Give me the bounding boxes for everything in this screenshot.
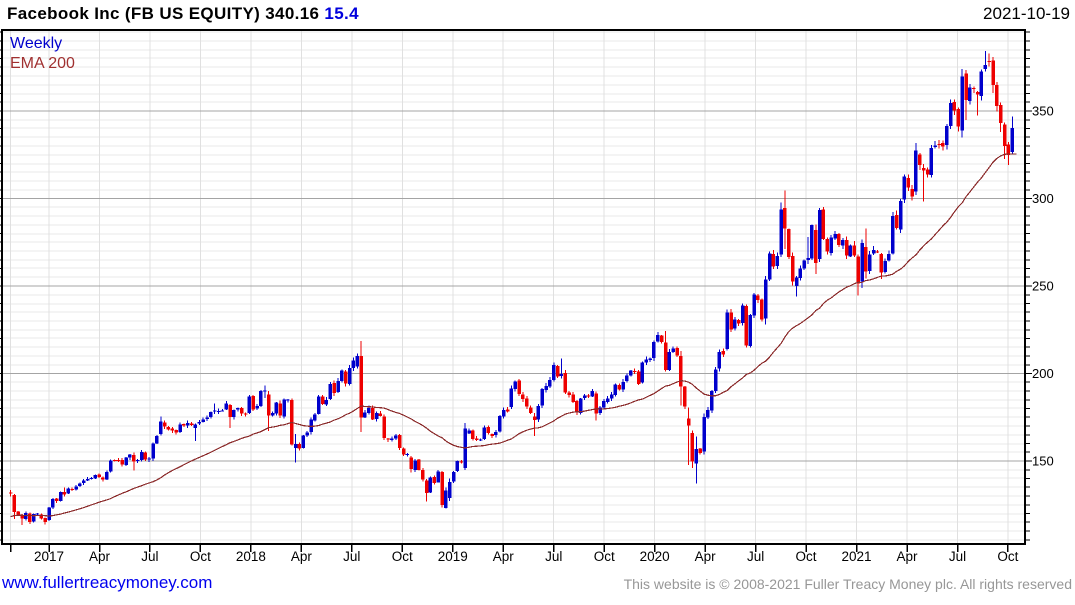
svg-text:www.fullertreacymoney.com: www.fullertreacymoney.com [1,573,212,592]
svg-text:This website is © 2008-2021 Fu: This website is © 2008-2021 Fuller Treac… [624,576,1072,592]
svg-text:Apr: Apr [89,549,111,564]
svg-text:350: 350 [1032,104,1054,119]
svg-text:2019: 2019 [438,549,468,564]
svg-text:Jul: Jul [343,549,360,564]
svg-text:200: 200 [1032,366,1054,381]
svg-text:EMA 200: EMA 200 [10,55,75,72]
svg-text:300: 300 [1032,191,1054,206]
svg-text:Jul: Jul [141,549,158,564]
svg-text:Apr: Apr [493,549,515,564]
svg-text:2018: 2018 [236,549,266,564]
svg-text:Jul: Jul [545,549,562,564]
svg-text:Oct: Oct [795,549,816,564]
svg-text:2021: 2021 [841,549,871,564]
svg-text:Jul: Jul [747,549,764,564]
svg-text:150: 150 [1032,454,1054,469]
svg-text:2021-10-19: 2021-10-19 [983,4,1070,23]
svg-text:250: 250 [1032,279,1054,294]
svg-text:Oct: Oct [594,549,615,564]
svg-text:Weekly: Weekly [10,35,62,52]
svg-text:Jul: Jul [949,549,966,564]
svg-text:2020: 2020 [640,549,670,564]
svg-text:Apr: Apr [695,549,717,564]
svg-text:2017: 2017 [34,549,64,564]
svg-text:Oct: Oct [190,549,211,564]
svg-text:Facebook Inc (FB US EQUITY) 34: Facebook Inc (FB US EQUITY) 340.16 15.4 [7,4,359,23]
svg-text:Apr: Apr [896,549,918,564]
svg-text:Oct: Oct [997,549,1018,564]
svg-text:Apr: Apr [291,549,313,564]
svg-text:Oct: Oct [392,549,413,564]
